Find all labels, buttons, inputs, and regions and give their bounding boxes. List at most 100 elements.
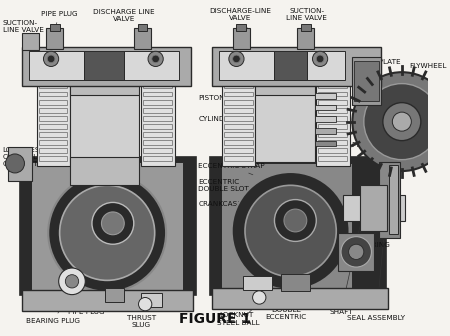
Text: OIL RING: OIL RING (339, 128, 385, 134)
Bar (39, 116, 67, 121)
Circle shape (152, 55, 159, 63)
Circle shape (352, 72, 450, 171)
Bar (354, 61, 379, 101)
Bar (20, 157, 196, 295)
Bar (50, 24, 60, 31)
Circle shape (392, 112, 411, 131)
Bar (318, 100, 346, 104)
Text: VALVE PLATE: VALVE PLATE (354, 59, 401, 73)
Bar (224, 116, 252, 121)
Circle shape (47, 55, 55, 63)
Bar (315, 93, 336, 99)
Circle shape (341, 237, 371, 267)
Bar (39, 100, 67, 104)
Bar (39, 124, 67, 129)
Bar (39, 140, 67, 145)
Bar (318, 140, 346, 145)
Bar (37, 81, 70, 166)
Bar (39, 92, 67, 96)
Bar (318, 132, 346, 137)
Bar (256, 85, 315, 162)
Bar (224, 156, 252, 161)
Bar (143, 84, 172, 88)
Bar (256, 81, 315, 95)
Bar (138, 24, 147, 31)
Bar (219, 51, 274, 80)
Circle shape (229, 51, 244, 67)
Bar (301, 24, 310, 31)
Circle shape (101, 212, 124, 235)
Bar (141, 81, 175, 166)
Text: DOUBLE
ECCENTRIC: DOUBLE ECCENTRIC (265, 288, 306, 320)
Bar (210, 157, 386, 295)
Circle shape (44, 51, 58, 67)
Text: BEARING PLUG: BEARING PLUG (26, 292, 80, 324)
Bar (224, 148, 252, 153)
Bar (318, 84, 346, 88)
Bar (22, 47, 191, 85)
Circle shape (312, 51, 328, 67)
Bar (22, 33, 39, 50)
Bar (70, 157, 139, 185)
Text: ECCENTRIC
DOUBLE SLOT: ECCENTRIC DOUBLE SLOT (198, 179, 256, 195)
Circle shape (316, 55, 324, 63)
Bar (224, 132, 252, 137)
Text: FIGURE 1: FIGURE 1 (179, 312, 251, 326)
Bar (360, 185, 387, 231)
Bar (39, 132, 67, 137)
Text: SUCTION-
LINE VALVE: SUCTION- LINE VALVE (3, 20, 44, 38)
Circle shape (233, 55, 240, 63)
Bar (297, 29, 315, 49)
Text: LOW-PRESSURE
CONTROL
CONNECTION: LOW-PRESSURE CONTROL CONNECTION (3, 147, 59, 167)
Bar (143, 140, 172, 145)
Circle shape (284, 209, 307, 232)
Bar (70, 85, 139, 162)
Circle shape (245, 185, 336, 277)
Circle shape (148, 51, 163, 67)
Bar (124, 51, 180, 80)
Circle shape (65, 275, 79, 288)
Bar (39, 108, 67, 113)
Circle shape (364, 84, 440, 160)
Text: BEARING: BEARING (344, 242, 390, 251)
Bar (31, 162, 183, 290)
Bar (318, 156, 346, 161)
Text: DISCHARGE-LINE
VALVE: DISCHARGE-LINE VALVE (209, 8, 271, 31)
Bar (8, 147, 32, 180)
Bar (143, 132, 172, 137)
Bar (243, 276, 272, 290)
Text: CRANKCASE: CRANKCASE (198, 200, 250, 207)
Text: PIPE PLUG: PIPE PLUG (41, 11, 78, 26)
Bar (224, 84, 252, 88)
Bar (233, 29, 250, 49)
Bar (224, 100, 252, 104)
Bar (212, 47, 381, 85)
Bar (379, 162, 400, 238)
Text: SEAL ASSEMBLY: SEAL ASSEMBLY (347, 240, 405, 322)
Bar (221, 163, 352, 289)
Bar (134, 29, 151, 49)
Bar (22, 290, 193, 311)
Bar (84, 51, 124, 80)
Bar (318, 148, 346, 153)
Text: THRUST
SLUG: THRUST SLUG (127, 309, 156, 328)
Bar (29, 51, 84, 80)
Text: SHAFT: SHAFT (329, 212, 363, 315)
Bar (143, 116, 172, 121)
Text: DISCHARGE LINE
VALVE: DISCHARGE LINE VALVE (94, 9, 155, 27)
Bar (352, 57, 381, 104)
Bar (46, 29, 63, 49)
Bar (316, 81, 350, 166)
Bar (318, 116, 346, 121)
Bar (70, 81, 139, 95)
Bar (388, 165, 398, 234)
Bar (318, 124, 346, 129)
Bar (236, 24, 246, 31)
Bar (318, 92, 346, 96)
Bar (315, 116, 336, 122)
Circle shape (48, 174, 166, 292)
Bar (224, 108, 252, 113)
Bar (274, 51, 307, 80)
Circle shape (232, 172, 350, 290)
Bar (338, 233, 374, 271)
